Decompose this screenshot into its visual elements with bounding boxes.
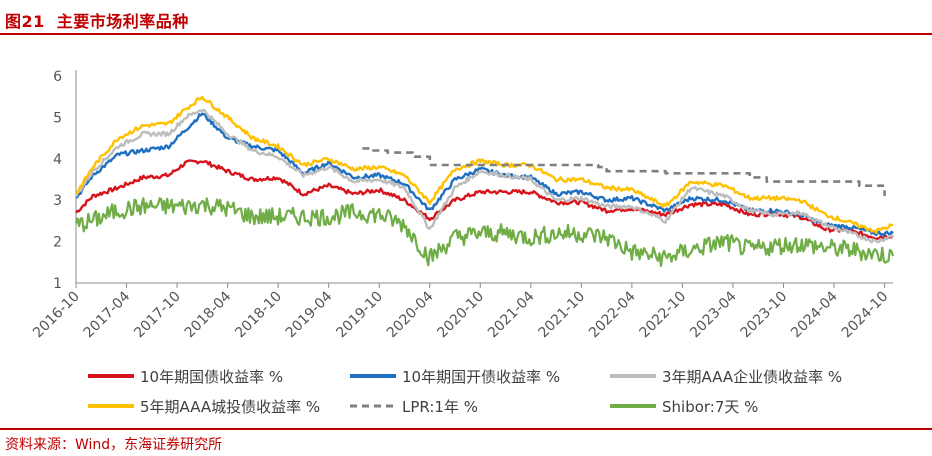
x-tick-label: 2021-10: [536, 289, 589, 342]
legend-label: Shibor:7天 %: [662, 398, 758, 416]
figure-number: 图21: [5, 12, 45, 31]
x-tick-label: 2017-10: [131, 289, 184, 342]
chart-legend: 10年期国债收益率 % 10年期国开债收益率 % 3年期AAA企业债收益率 % 5年期…: [88, 368, 842, 416]
y-tick-label: 4: [53, 152, 62, 168]
x-tick-label: 2017-04: [81, 288, 134, 341]
x-tick-label: 2022-10: [637, 289, 690, 342]
x-tick-label: 2016-10: [30, 289, 83, 342]
x-tick-label: 2021-04: [485, 288, 538, 341]
series-line: [74, 197, 895, 267]
x-tick-label: 2019-10: [333, 289, 386, 342]
rates-line-chart: 1 2 3 4 5 6 2016-102017-042017-102018-042018-1…: [30, 69, 895, 416]
x-tick-label: 2023-10: [738, 289, 791, 342]
figure-title-text: 主要市场利率品种: [56, 12, 189, 31]
x-tick-label: 2022-04: [586, 288, 639, 341]
legend-label: 3年期AAA企业债收益率 %: [662, 368, 842, 386]
series-line: [74, 108, 894, 244]
x-tick-label: 2024-10: [839, 289, 892, 342]
legend-label: 10年期国开债收益率 %: [402, 368, 560, 386]
x-tick-label: 2020-04: [384, 288, 437, 341]
legend-label: 5年期AAA城投债收益率 %: [140, 398, 320, 416]
series-line: [362, 147, 886, 197]
chart-series: [74, 95, 895, 267]
x-tick-label: 2018-10: [232, 289, 285, 342]
x-tick-label: 2023-04: [687, 288, 740, 341]
x-tick-label: 2018-04: [182, 288, 235, 341]
y-tick-label: 5: [53, 110, 62, 126]
legend-label: 10年期国债收益率 %: [140, 368, 283, 386]
source-note: 资料来源：Wind，东海证券研究所: [5, 437, 223, 453]
source-rule: [0, 428, 932, 430]
y-tick-label: 2: [53, 235, 62, 251]
series-line: [75, 112, 894, 237]
series-line: [74, 95, 894, 235]
figure-title: 图21 主要市场利率品种: [5, 8, 189, 32]
title-rule: [0, 33, 932, 35]
y-tick-label: 3: [53, 193, 62, 209]
y-tick-label: 6: [53, 69, 62, 85]
series-line: [75, 159, 894, 241]
chart-axes: 1 2 3 4 5 6 2016-102017-042017-102018-042018-1…: [30, 69, 893, 341]
legend-label: LPR:1年 %: [402, 398, 478, 416]
x-tick-label: 2020-10: [434, 289, 487, 342]
y-tick-label: 1: [53, 276, 62, 292]
x-tick-label: 2019-04: [283, 288, 336, 341]
x-tick-label: 2024-04: [788, 288, 841, 341]
